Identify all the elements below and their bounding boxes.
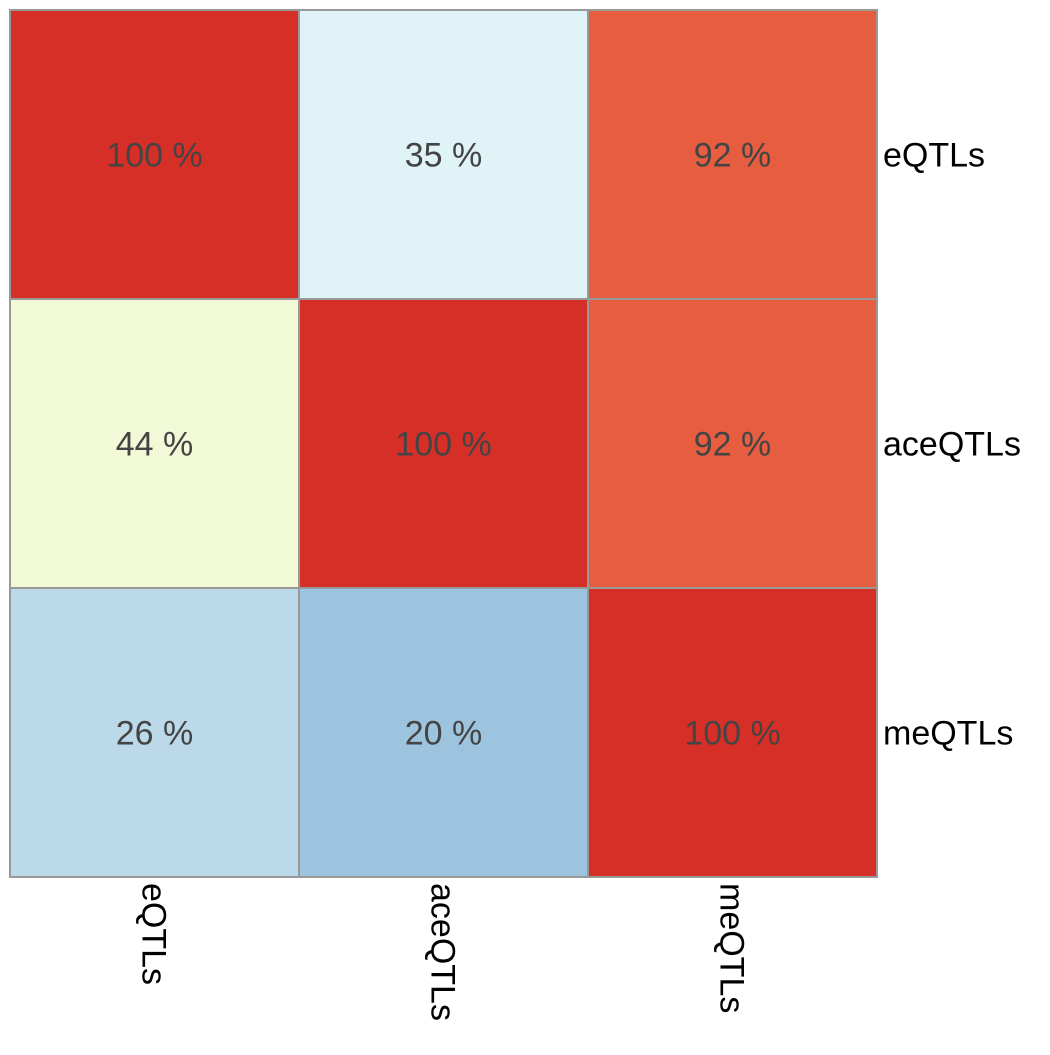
cell-value-label: 92 % xyxy=(694,137,772,175)
cell-value-label: 35 % xyxy=(405,137,483,175)
cells-layer xyxy=(9,9,878,878)
row-label: aceQTLs xyxy=(883,426,1021,464)
cell-value-label: 100 % xyxy=(106,137,202,175)
heatmap-cell xyxy=(587,298,878,589)
column-label: meQTLs xyxy=(713,883,751,1013)
cell-value-label: 100 % xyxy=(395,426,491,464)
cell-value-label: 20 % xyxy=(405,715,483,753)
heatmap-cell xyxy=(9,587,300,878)
cell-value-label: 26 % xyxy=(116,715,194,753)
col-labels-layer: eQTLs aceQTLs meQTLs xyxy=(135,883,751,1021)
heatmap-cell xyxy=(298,298,589,589)
heatmap-cell xyxy=(9,298,300,589)
heatmap-cell xyxy=(298,9,589,300)
heatmap-cell xyxy=(9,9,300,300)
cell-value-label: 44 % xyxy=(116,426,194,464)
row-label: meQTLs xyxy=(883,715,1013,753)
heatmap-cell xyxy=(587,587,878,878)
column-label: aceQTLs xyxy=(424,883,462,1021)
cell-value-label: 100 % xyxy=(684,715,780,753)
heatmap-cell xyxy=(587,9,878,300)
cell-value-label: 92 % xyxy=(694,426,772,464)
row-labels-layer: eQTLs aceQTLs meQTLs xyxy=(883,137,1021,753)
heatmap-cell xyxy=(298,587,589,878)
cell-text-layer: 100 % 35 % 92 % 44 % 100 % 92 % 26 % 20 % 100 % xyxy=(106,137,780,753)
row-label: eQTLs xyxy=(883,137,985,175)
column-label: eQTLs xyxy=(135,883,173,985)
